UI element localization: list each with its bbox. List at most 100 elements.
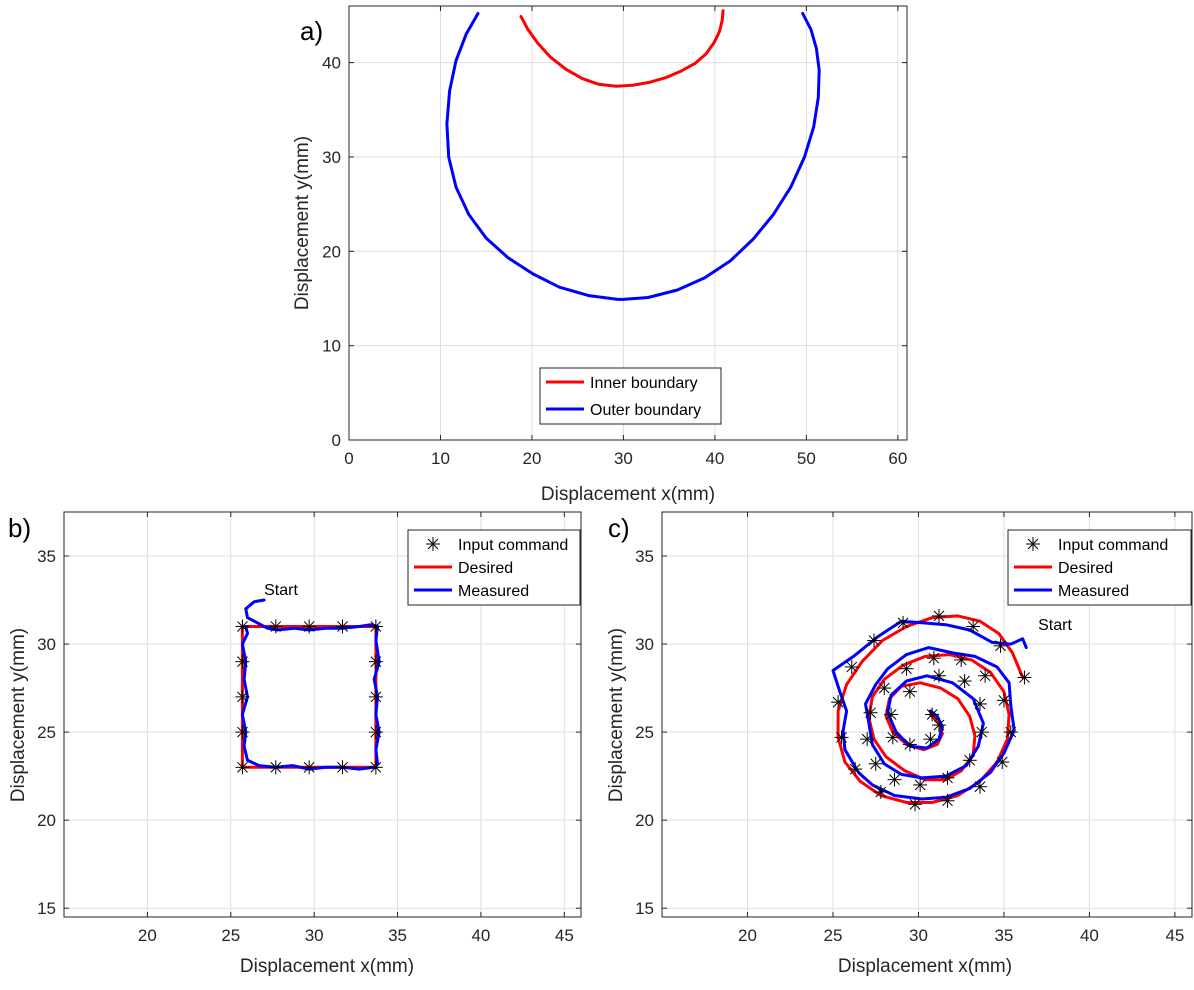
x-tick-label: 45	[1165, 926, 1184, 945]
input-command-marker	[923, 732, 938, 747]
input-command-marker	[877, 681, 892, 696]
legend-asterisk-marker	[1026, 537, 1040, 551]
x-tick-label: 20	[522, 449, 541, 468]
input-command-marker	[995, 755, 1010, 770]
input-command-marker	[940, 770, 955, 785]
panel-a-x-axis-label: Displacement x(mm)	[541, 484, 715, 505]
input-command-marker	[926, 651, 941, 666]
x-tick-label: 20	[738, 926, 757, 945]
input-command-marker	[235, 654, 250, 669]
input-command-marker	[931, 718, 946, 733]
y-tick-label: 35	[37, 547, 56, 566]
input-command-marker	[335, 619, 350, 634]
y-tick-label: 30	[635, 635, 654, 654]
legend-entry-label: Measured	[458, 583, 529, 600]
panel-c-chart: 20 25 30 35 40 45 15 20 25 30 35 Input command Desi…	[606, 511, 1193, 977]
x-tick-label: 10	[431, 449, 450, 468]
input-command-marker	[863, 705, 878, 720]
input-command-marker	[831, 695, 846, 710]
panel-c-start-annotation: Start	[1038, 617, 1072, 634]
legend-entry-label: Input command	[458, 537, 568, 554]
x-tick-label: 40	[1080, 926, 1099, 945]
panel-a-label: a)	[300, 16, 323, 46]
input-command-marker	[868, 756, 883, 771]
input-command-marker	[973, 696, 987, 711]
input-command-marker	[962, 753, 977, 768]
input-command-marker	[368, 725, 383, 740]
y-tick-label: 25	[635, 723, 654, 742]
panel-c-series	[831, 608, 1032, 812]
x-tick-label: 50	[797, 449, 816, 468]
input-command-marker	[966, 619, 981, 634]
panel-b-ticks: 20 25 30 35 40 45 15 20 25 30 35	[37, 512, 581, 945]
legend-entry-label: Outer boundary	[590, 402, 701, 419]
panel-a-ticks: 0 10 20 30 40 50 60 0 10 20 30 40	[322, 6, 907, 468]
input-command-marker	[268, 760, 283, 775]
input-command-marker	[902, 684, 917, 699]
outer-boundary-line	[445, 12, 821, 301]
input-command-marker	[896, 615, 911, 630]
panel-a-axes-box	[348, 5, 908, 441]
y-tick-label: 20	[322, 242, 341, 261]
panel-b-y-axis-label: Displacement y(mm)	[8, 628, 29, 802]
input-command-marker	[931, 608, 946, 623]
input-command-marker	[368, 619, 383, 634]
input-command-marker	[931, 668, 946, 683]
input-command-marker	[302, 619, 317, 634]
input-command-marker	[957, 674, 972, 689]
input-command-marker	[873, 784, 888, 799]
x-tick-label: 30	[614, 449, 633, 468]
legend-entry-label: Measured	[1058, 583, 1129, 600]
x-tick-label: 30	[909, 926, 928, 945]
panel-c-x-axis-label: Displacement x(mm)	[838, 956, 1012, 977]
input-command-marker	[884, 707, 899, 722]
y-tick-label: 30	[322, 148, 341, 167]
legend-entry-label: Desired	[1058, 560, 1113, 577]
input-command-marker	[1017, 670, 1032, 685]
panel-b-x-axis-label: Displacement x(mm)	[240, 956, 414, 977]
input-command-marker	[899, 661, 914, 676]
panel-b-legend: Input command Desired Measured	[407, 529, 581, 606]
input-command-marker	[993, 638, 1008, 653]
x-tick-label: 40	[705, 449, 724, 468]
inner-boundary-line	[519, 9, 725, 88]
legend-box	[539, 367, 722, 425]
x-tick-label: 35	[388, 926, 407, 945]
y-tick-label: 15	[37, 899, 56, 918]
y-tick-label: 25	[37, 723, 56, 742]
legend-entry-label: Input command	[1058, 537, 1168, 554]
panel-b-start-annotation: Start	[264, 582, 298, 599]
panel-b-chart: 20 25 30 35 40 45 15 20 25 30 35 Input command Desi…	[8, 511, 582, 977]
input-command-marker	[954, 652, 969, 667]
input-command-marker	[335, 760, 350, 775]
input-command-marker	[368, 689, 383, 704]
input-command-marker	[268, 619, 283, 634]
input-command-marker	[302, 760, 317, 775]
panel-c-label: c)	[608, 513, 630, 543]
panel-a-y-axis-label: Displacement y(mm)	[292, 136, 313, 310]
x-tick-label: 25	[824, 926, 843, 945]
y-tick-label: 10	[322, 337, 341, 356]
y-tick-label: 15	[635, 899, 654, 918]
x-tick-label: 45	[555, 926, 574, 945]
input-command-marker	[974, 725, 989, 740]
x-tick-label: 40	[471, 926, 490, 945]
input-command-marker	[368, 760, 383, 775]
panel-b-label: b)	[8, 513, 31, 543]
input-command-marker	[940, 793, 955, 808]
input-command-marker	[848, 762, 863, 777]
input-command-marker	[913, 777, 928, 792]
panel-c-axes-box	[661, 511, 1193, 918]
input-command-marker	[235, 619, 250, 634]
y-tick-label: 0	[332, 431, 341, 450]
legend-entry-label: Desired	[458, 560, 513, 577]
input-command-marker	[973, 779, 987, 794]
panel-b-axes-box	[63, 511, 582, 918]
input-command-marker	[235, 725, 250, 740]
y-tick-label: 20	[37, 811, 56, 830]
input-command-marker	[867, 633, 881, 648]
panel-b-series	[235, 598, 383, 775]
measured-line	[240, 598, 381, 771]
input-command-marker	[887, 772, 902, 787]
legend-asterisk-marker	[426, 537, 440, 551]
